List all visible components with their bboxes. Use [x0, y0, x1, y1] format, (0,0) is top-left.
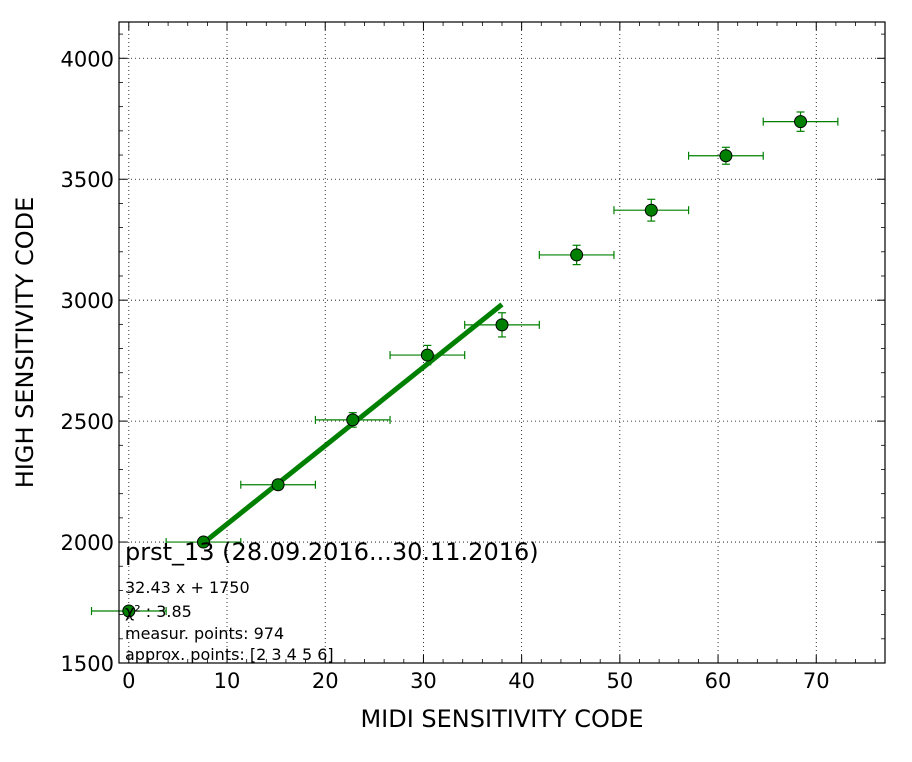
annotation-fit-equation: 32.43 x + 1750: [125, 578, 250, 597]
data-point: [271, 478, 285, 492]
x-tick-label: 40: [508, 669, 535, 693]
minor-ticks: [119, 22, 885, 663]
data-point: [196, 535, 210, 549]
data-point: [719, 149, 733, 163]
y-axis-label: HIGH SENSITIVITY CODE: [11, 197, 39, 489]
x-tick-label: 0: [122, 669, 135, 693]
annotation-measured-points: measur. points: 974: [125, 624, 284, 643]
y-tick-label: 3500: [61, 168, 114, 192]
data-point: [495, 318, 509, 332]
x-tick-label: 20: [312, 669, 339, 693]
x-tick-label: 60: [705, 669, 732, 693]
chart-title: prst_13 (28.09.2016...30.11.2016): [125, 538, 539, 566]
y-tick-label: 2000: [61, 531, 114, 555]
plot-frame: [118, 21, 886, 664]
grid: [119, 22, 885, 663]
data-point: [644, 203, 658, 217]
x-tick-label: 70: [803, 669, 830, 693]
y-tick-label: 2500: [61, 410, 114, 434]
annotation-approx-points: approx. points: [2 3 4 5 6]: [125, 645, 334, 664]
y-tick-label: 1500: [61, 652, 114, 676]
tick-labels: 0 10 20 30 40 50 60 70 1500 2000 2500 3000 3500 4000: [61, 22, 885, 693]
x-tick-label: 10: [214, 669, 241, 693]
data-point: [420, 348, 434, 362]
x-axis-label: MIDI SENSITIVITY CODE: [360, 705, 643, 733]
data-point: [122, 604, 136, 618]
data-point: [346, 413, 360, 427]
data-points: [90, 111, 839, 618]
data-point: [794, 115, 808, 129]
data-point: [570, 248, 584, 262]
y-tick-label: 4000: [61, 47, 114, 71]
x-tick-label: 30: [410, 669, 437, 693]
annotation-chi-square: χ² : 3.85: [125, 602, 192, 621]
y-tick-label: 3000: [61, 289, 114, 313]
x-tick-label: 50: [606, 669, 633, 693]
